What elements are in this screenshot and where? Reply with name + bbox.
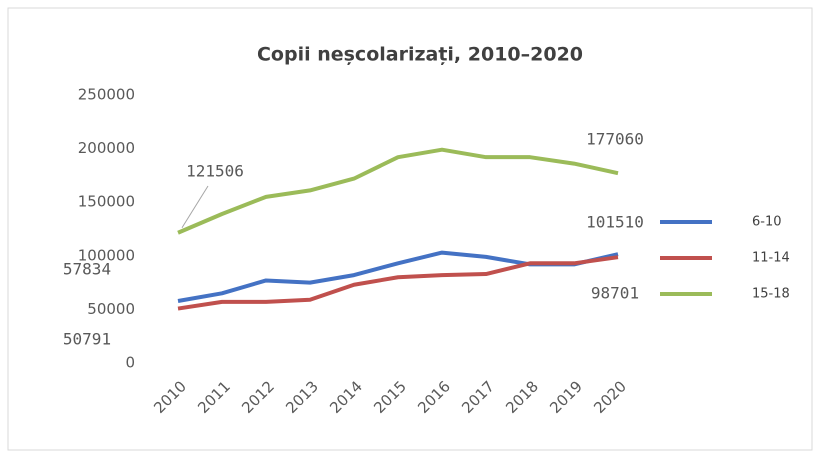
- data-label: 121506: [186, 162, 244, 181]
- series-line: [177, 147, 619, 235]
- data-label: 101510: [586, 213, 644, 232]
- chart-border: [7, 7, 813, 451]
- y-tick-label: 200000: [78, 139, 135, 157]
- legend-label: 6-10: [752, 215, 782, 230]
- y-tick-label: 150000: [78, 193, 135, 211]
- y-tick-label: 50000: [87, 300, 135, 318]
- y-tick-label: 0: [125, 354, 135, 372]
- leader-line: [181, 185, 209, 229]
- series-line: [177, 255, 619, 311]
- data-label: 50791: [63, 330, 111, 349]
- chart-title: Copii neșcolarizați, 2010–2020: [257, 44, 583, 66]
- y-tick-label: 250000: [78, 86, 135, 104]
- y-tick-label: 100000: [78, 246, 135, 264]
- data-label: 98701: [591, 284, 639, 303]
- legend-label: 15-18: [752, 287, 790, 302]
- legend-label: 11-14: [752, 251, 790, 266]
- data-label: 57834: [63, 260, 111, 279]
- data-label: 177060: [586, 130, 644, 149]
